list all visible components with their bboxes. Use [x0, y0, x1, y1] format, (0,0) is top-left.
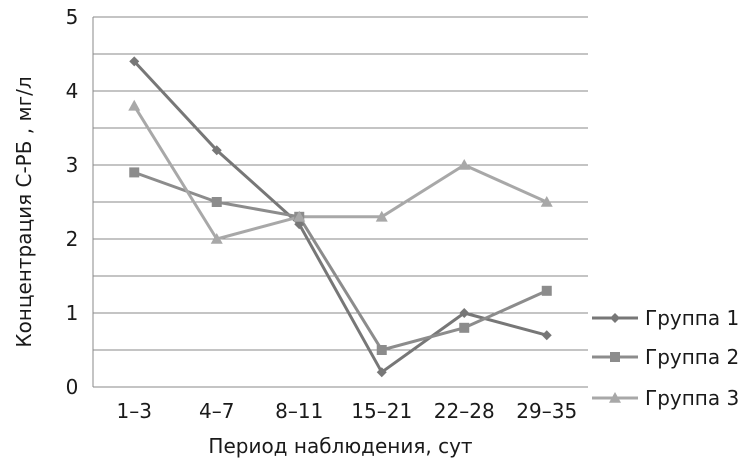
data-point-series-2	[129, 167, 140, 178]
x-tick-label: 8–11	[275, 399, 323, 423]
legend-label: Группа 3	[645, 386, 739, 410]
legend-marker	[610, 352, 620, 362]
y-tick-label: 5	[66, 5, 79, 29]
x-tick-label: 22–28	[434, 399, 495, 423]
y-tick-label: 2	[66, 227, 79, 251]
y-tick-label: 4	[66, 79, 79, 103]
legend-label: Группа 1	[645, 306, 739, 330]
series-line-1	[133, 60, 548, 374]
y-tick-labels: 0 1 2 3 4 5	[66, 5, 79, 399]
grid-lines	[93, 16, 588, 351]
legend-marker	[610, 313, 620, 323]
x-tick-label: 1–3	[117, 399, 152, 423]
series-line-3	[132, 105, 548, 241]
x-tick-labels: 1–3 4–7 8–11 15–21 22–28 29–35	[117, 399, 578, 423]
legend-label: Группа 2	[645, 345, 739, 369]
data-point-series-1	[129, 56, 140, 67]
data-point-series-2	[541, 285, 552, 296]
legend: Группа 1 Группа 2 Группа 3	[592, 306, 739, 410]
series-markers	[128, 56, 553, 378]
legend-marker	[609, 392, 621, 403]
data-point-series-3	[375, 210, 388, 222]
data-point-series-3	[293, 210, 306, 222]
series-line-2	[133, 170, 548, 352]
axes	[92, 17, 588, 388]
x-tick-label: 15–21	[351, 399, 412, 423]
data-point-series-3	[540, 196, 553, 207]
data-point-series-1	[459, 308, 470, 318]
x-tick-label: 29–35	[516, 399, 577, 423]
data-point-series-1	[211, 145, 222, 156]
data-point-series-3	[210, 233, 223, 244]
data-point-series-2	[459, 322, 470, 333]
data-point-series-2	[211, 197, 222, 207]
data-point-series-3	[458, 159, 471, 170]
data-point-series-1	[541, 330, 552, 341]
series-lines	[132, 60, 548, 374]
y-tick-label: 3	[66, 153, 79, 177]
data-point-series-3	[128, 99, 141, 111]
data-point-series-1	[376, 367, 387, 378]
y-tick-label: 0	[66, 375, 79, 399]
y-tick-label: 1	[66, 301, 79, 325]
x-axis-title: Период наблюдения, сут	[208, 434, 473, 458]
x-tick-label: 4–7	[199, 399, 234, 423]
data-point-series-2	[376, 345, 387, 355]
y-axis-title: Концентрация С-РБ , мг/л	[12, 76, 36, 347]
